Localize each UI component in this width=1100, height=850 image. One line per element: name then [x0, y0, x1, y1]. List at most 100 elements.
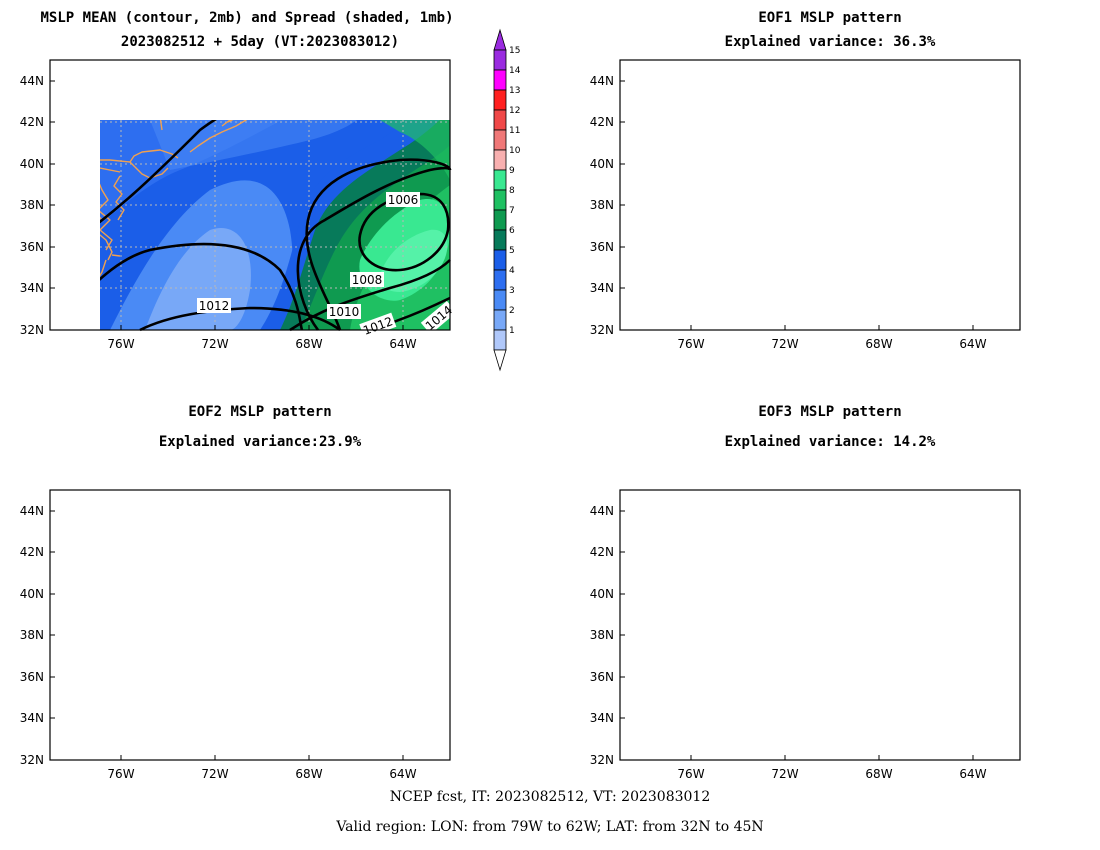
lat-tick-label: 38N: [20, 198, 44, 212]
contour-label: 5: [341, 698, 349, 712]
contour-label: -3: [1006, 162, 1018, 176]
colorbar-swatch: [493, 229, 507, 251]
lat-tick-label: 32N: [20, 323, 44, 337]
lat-tick-label: 38N: [590, 198, 614, 212]
contour-label: -2: [984, 588, 996, 602]
colorbar-swatch: [493, 249, 507, 271]
lat-tick-label: 38N: [20, 628, 44, 642]
lat-tick-label: 34N: [590, 711, 614, 725]
lat-tick-label: 42N: [590, 115, 614, 129]
lat-tick-label: 38N: [590, 628, 614, 642]
contour-label: -4: [1006, 179, 1018, 193]
colorbar-label: 11: [509, 126, 520, 136]
contour-label: -3: [994, 600, 1006, 614]
lat-tick-label: 44N: [20, 74, 44, 88]
panel-eof2-title-line2: Explained variance:23.9%: [158, 434, 362, 450]
contour-label: -2: [624, 182, 636, 196]
spread-colorbar: 15 14 13 12 11 10 9 8 7 6 5 4 3 2 1: [493, 28, 521, 372]
panel-eof2-map: -2 -1 -3 -4 0 1 2 3 4 5 6: [49, 489, 451, 761]
lon-tick-label: 72W: [771, 767, 798, 781]
panel-eof1-title-line1: EOF1 MSLP pattern: [758, 10, 902, 26]
lon-tick-label: 64W: [959, 767, 986, 781]
panel-eof3-title-line1: EOF3 MSLP pattern: [758, 404, 902, 420]
panel-eof3-title-line2: Explained variance: 14.2%: [724, 434, 936, 450]
lat-tick-label: 44N: [590, 74, 614, 88]
colorbar-swatch: [493, 49, 507, 71]
contour-label: -2: [650, 627, 662, 641]
colorbar-label: 5: [509, 246, 515, 256]
colorbar-swatch: [493, 109, 507, 131]
contour-label: -7: [982, 227, 994, 241]
contour-label: -6: [994, 211, 1006, 225]
colorbar-label: 1: [509, 326, 515, 336]
panel-mean-title-line2: 2023082512 + 5day (VT:2023083012): [120, 34, 400, 50]
lat-tick-label: 42N: [20, 545, 44, 559]
colorbar-swatch: [493, 309, 507, 331]
lon-tick-label: 76W: [677, 767, 704, 781]
contour-label: -5: [986, 195, 998, 209]
panel-eof3-map: 0 -1 -2 -3 -4 -5 -2 -1 1 2: [619, 489, 1021, 761]
lon-tick-label: 72W: [201, 337, 228, 351]
colorbar-label: 14: [509, 66, 521, 76]
lat-tick-label: 40N: [590, 157, 614, 171]
contour-label: 1006: [388, 193, 419, 207]
contour-label: 0: [922, 540, 930, 554]
lon-tick-label: 72W: [201, 767, 228, 781]
lat-tick-label: 40N: [20, 157, 44, 171]
lon-tick-label: 68W: [865, 767, 892, 781]
lat-tick-label: 40N: [590, 587, 614, 601]
contour-label: -1: [982, 131, 994, 145]
lat-tick-label: 36N: [590, 670, 614, 684]
contour-label: 1008: [352, 273, 383, 287]
contour-label: 1010: [342, 66, 373, 80]
lon-tick-label: 76W: [107, 767, 134, 781]
panel-eof1-title-line2: Explained variance: 36.3%: [724, 34, 936, 50]
lat-tick-label: 32N: [590, 753, 614, 767]
lat-tick-label: 42N: [20, 115, 44, 129]
contour-label: 3: [339, 679, 347, 693]
contour-label: -2: [212, 565, 224, 579]
lon-tick-label: 76W: [677, 337, 704, 351]
contour-label: 1012: [44, 135, 77, 165]
contour-label: -1: [624, 700, 636, 714]
contour-label: 1010: [329, 305, 360, 319]
colorbar-label: 10: [509, 146, 521, 156]
contour-label: -4: [998, 611, 1010, 625]
lat-tick-label: 34N: [20, 711, 44, 725]
contour-label: -1: [284, 618, 296, 632]
contour-label: -8: [982, 262, 994, 276]
contour-label: -2: [924, 160, 936, 174]
colorbar-label: 7: [509, 206, 515, 216]
lat-tick-label: 34N: [590, 281, 614, 295]
lon-tick-label: 68W: [295, 337, 322, 351]
colorbar-swatch: [493, 149, 507, 171]
lat-tick-label: 40N: [20, 587, 44, 601]
colorbar-label: 9: [509, 166, 515, 176]
contour-label: 4: [339, 688, 347, 702]
colorbar-swatch: [493, 209, 507, 231]
lon-tick-label: 64W: [389, 337, 416, 351]
footer-line1: NCEP fcst, IT: 2023082512, VT: 202308301…: [389, 789, 711, 805]
colorbar-swatch: [493, 129, 507, 151]
contour-label: 1: [851, 700, 859, 714]
lat-tick-label: 42N: [590, 545, 614, 559]
colorbar-label: 4: [509, 266, 515, 276]
lat-tick-label: 32N: [20, 753, 44, 767]
colorbar-swatch: [493, 189, 507, 211]
contour-label: 1: [327, 658, 335, 672]
colorbar-label: 12: [509, 106, 520, 116]
colorbar-label: 15: [509, 46, 520, 56]
contour-label: 2: [887, 716, 895, 730]
lon-tick-label: 64W: [959, 337, 986, 351]
colorbar-label: 8: [509, 186, 515, 196]
contour-label: -4: [438, 509, 450, 523]
lon-tick-label: 64W: [389, 767, 416, 781]
contour-label: 0: [316, 645, 324, 659]
colorbar-label: 2: [509, 306, 515, 316]
lat-tick-label: 36N: [20, 240, 44, 254]
contour-label: 1012: [199, 299, 230, 313]
contour-label: -1: [960, 575, 972, 589]
contour-label: 2: [329, 670, 337, 684]
lon-tick-label: 68W: [865, 337, 892, 351]
